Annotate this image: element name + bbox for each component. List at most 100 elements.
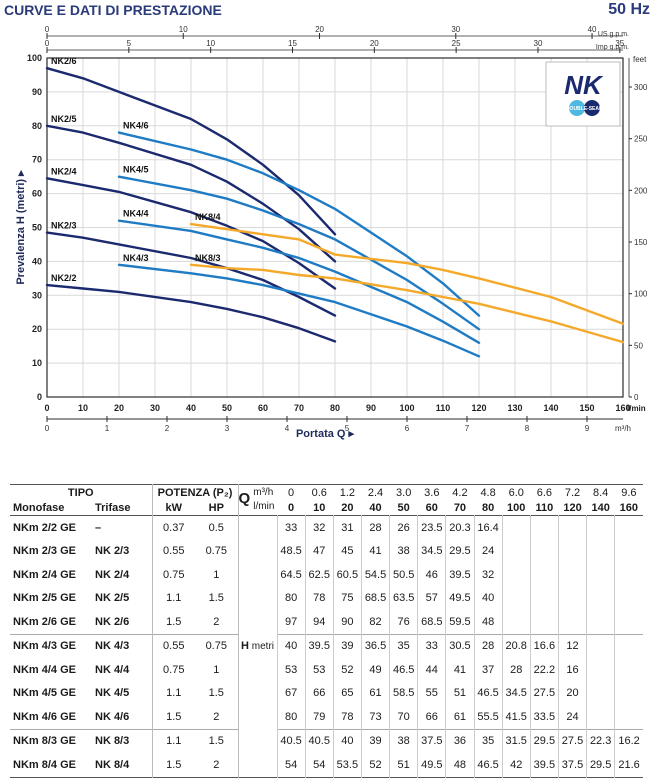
y-tick-label-3: 30 bbox=[32, 290, 42, 300]
h-value: 20.8 bbox=[501, 634, 531, 658]
logo-text: NK bbox=[564, 70, 604, 100]
h-value: 80 bbox=[276, 705, 306, 729]
h-value: 31.5 bbox=[501, 729, 531, 753]
h-value: 73 bbox=[360, 705, 390, 729]
feet-tick-label-5: 250 bbox=[634, 135, 648, 144]
frequency-label: 50 Hz bbox=[608, 1, 650, 18]
table-row: NKm 8/4 GE NK 8/4 1.5 2 54 54 53.5 52 51 49.5 48 46… bbox=[10, 753, 643, 777]
h-value: 23.5 bbox=[417, 515, 446, 540]
q-m3h-2: 1.2 bbox=[339, 486, 356, 499]
h-value: 39.5 bbox=[529, 753, 559, 777]
h-value: 37 bbox=[473, 658, 503, 682]
h-value: 94 bbox=[304, 610, 334, 634]
feet-tick-label-6: 300 bbox=[634, 83, 648, 92]
series-label-NK4-4: NK4/4 bbox=[123, 209, 149, 219]
h-value: 51 bbox=[445, 681, 475, 705]
model-trifase: NK 2/6 bbox=[95, 615, 130, 628]
h-value: 38 bbox=[389, 729, 418, 753]
table-row: NKm 4/4 GE NK 4/4 0.75 1 53 53 52 49 46.5 44 41 37 2… bbox=[10, 658, 643, 682]
h-value: 61 bbox=[360, 681, 390, 705]
series-label-NK2-2: NK2/2 bbox=[51, 273, 77, 283]
series-line-NK8-3 bbox=[189, 263, 625, 344]
h-value: 68.5 bbox=[360, 586, 390, 610]
y-tick-label-9: 90 bbox=[32, 87, 42, 97]
h-value: 16 bbox=[557, 658, 587, 682]
power-hp: 0.75 bbox=[205, 545, 227, 558]
power-hp: 0.5 bbox=[208, 521, 224, 534]
h-value: 33.5 bbox=[529, 705, 559, 729]
h-value: 39 bbox=[332, 634, 362, 658]
q-lmin-2: 20 bbox=[341, 501, 354, 514]
x-tick-label-5: 50 bbox=[222, 403, 232, 413]
h-value: 76 bbox=[389, 610, 418, 634]
h-value: 54.5 bbox=[360, 563, 390, 587]
m3h-tick-label-7: 7 bbox=[465, 424, 470, 433]
imp-tick-label-6: 30 bbox=[534, 39, 543, 48]
performance-chart: 0 10 20 30 40 50 60 70 80 90 100 110 120 130 140 150 160… bbox=[15, 25, 648, 440]
q-m3h-9: 6.6 bbox=[536, 486, 553, 499]
h-value: 33 bbox=[276, 515, 306, 540]
h-value: 52 bbox=[360, 753, 390, 777]
h-value: 45 bbox=[332, 539, 362, 563]
x-tick-label-4: 40 bbox=[186, 403, 196, 413]
h-value: 29.5 bbox=[529, 729, 559, 753]
h-value: 67 bbox=[276, 681, 306, 705]
h-value bbox=[557, 586, 587, 610]
h-value: 20 bbox=[557, 681, 587, 705]
table-row: NKm 2/6 GE NK 2/6 1.5 2 97 94 90 82 76 68.5 59.5 48 bbox=[10, 610, 643, 634]
h-value: 27.5 bbox=[557, 729, 587, 753]
h-value bbox=[614, 586, 643, 610]
h-value: 57 bbox=[417, 586, 446, 610]
power-kw: 1.5 bbox=[151, 705, 196, 729]
model-trifase: NK 4/6 bbox=[95, 710, 130, 723]
model-trifase: NK 2/3 bbox=[95, 545, 130, 558]
m3h-tick-label-8: 8 bbox=[525, 424, 530, 433]
us-unit-label: US g.p.m. bbox=[598, 31, 629, 38]
series-label-NK8-4: NK8/4 bbox=[195, 212, 221, 222]
h-value: 21.6 bbox=[614, 753, 643, 777]
series-line-NK2-4 bbox=[45, 177, 337, 290]
q-lmin-5: 60 bbox=[425, 501, 438, 514]
h-value: 32 bbox=[473, 563, 503, 587]
nk-logo: NK DOUBLE-SEAL bbox=[545, 61, 621, 127]
model-monofase: NKm 4/5 GE bbox=[13, 687, 76, 700]
model-monofase: NKm 2/6 GE bbox=[13, 615, 76, 628]
h-symbol: H bbox=[241, 640, 249, 653]
model-monofase: NKm 2/3 GE bbox=[13, 545, 76, 558]
h-value: 54 bbox=[304, 753, 334, 777]
h-value bbox=[501, 515, 531, 540]
us-tick-label-3: 30 bbox=[451, 25, 460, 34]
h-value bbox=[586, 681, 615, 705]
q-m3h-10: 7.2 bbox=[564, 486, 581, 499]
power-kw: 1.1 bbox=[151, 729, 196, 753]
h-value bbox=[614, 705, 643, 729]
x-tick-label-14: 140 bbox=[543, 403, 558, 413]
h-value: 39.5 bbox=[304, 634, 334, 658]
us-tick-label-2: 20 bbox=[315, 25, 324, 34]
series-label-NK4-3: NK4/3 bbox=[123, 253, 149, 263]
table-row: NKm 2/4 GE NK 2/4 0.75 1 64.5 62.5 60.5 54.5 50.… bbox=[10, 563, 643, 587]
series-label-NK2-4: NK2/4 bbox=[51, 166, 77, 176]
h-value: 26 bbox=[389, 515, 418, 540]
h-value: 55 bbox=[417, 681, 446, 705]
h-value: 70 bbox=[389, 705, 418, 729]
model-trifase: – bbox=[95, 521, 102, 534]
q-m3h-4: 3.0 bbox=[396, 486, 412, 499]
series-label-NK2-3: NK2/3 bbox=[51, 221, 77, 231]
chart-series bbox=[45, 67, 625, 358]
col-monofase: Monofase bbox=[13, 501, 65, 514]
q-lmin-0: 0 bbox=[288, 501, 295, 514]
chart-labels: NK2/2 NK2/3 NK2/4 NK2/5 NK2/6 NK4/3 NK4/4 NK4/5… bbox=[51, 56, 221, 283]
model-trifase: NK 8/3 bbox=[95, 735, 130, 748]
series-line-NK2-3 bbox=[45, 231, 337, 317]
q-lmin-8: 100 bbox=[507, 501, 526, 514]
table-row: NKm 8/3 GE NK 8/3 1.1 1.5 40.5 40.5 40 39 38 37.5… bbox=[10, 729, 643, 753]
h-value bbox=[614, 539, 643, 563]
q-m3h-1: 0.6 bbox=[311, 486, 327, 499]
h-value bbox=[557, 539, 587, 563]
h-value: 46.5 bbox=[389, 658, 418, 682]
power-hp: 2 bbox=[213, 758, 220, 771]
q-lmin-9: 110 bbox=[535, 501, 554, 514]
model-trifase: NK 4/3 bbox=[95, 640, 130, 653]
h-value: 35 bbox=[473, 729, 503, 753]
